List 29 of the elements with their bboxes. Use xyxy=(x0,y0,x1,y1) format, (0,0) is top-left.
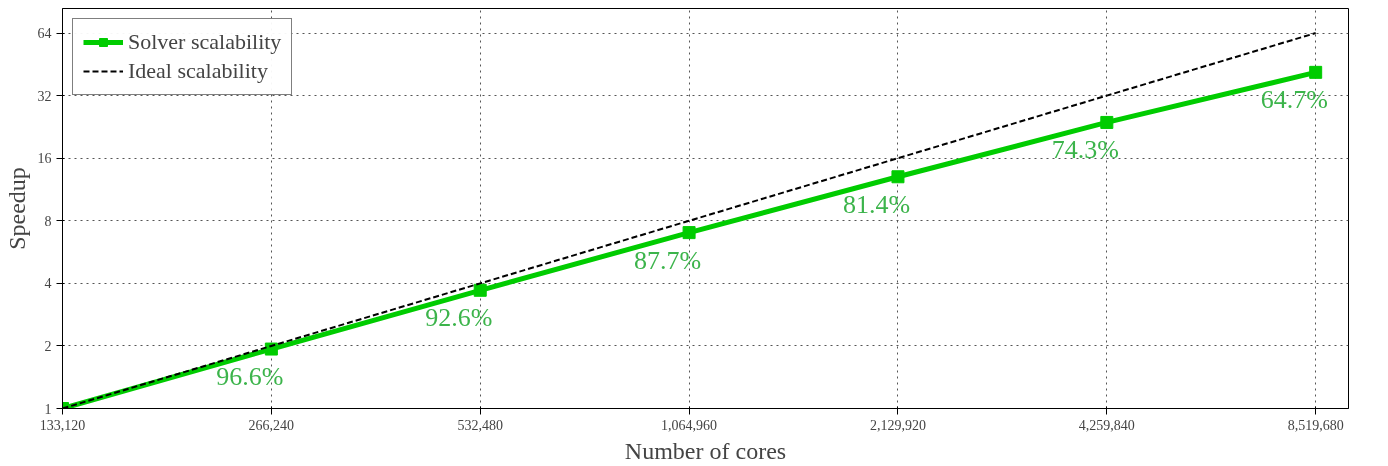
y-tick-label: 64 xyxy=(37,26,52,42)
annotation: 92.6% xyxy=(425,303,493,333)
annotation: 74.3% xyxy=(1051,135,1119,165)
y-tick-label: 16 xyxy=(37,151,52,167)
annotation: 81.4% xyxy=(842,189,911,219)
y-tick-label: 1 xyxy=(44,401,52,417)
y-tick-label: 8 xyxy=(44,213,52,229)
legend-label: Solver scalability xyxy=(128,29,282,55)
y-tick-label: 32 xyxy=(37,88,52,104)
y-axis-title: Speedup xyxy=(3,167,30,250)
x-tick-label: 4,259,840 xyxy=(1078,417,1135,433)
point xyxy=(891,170,905,184)
y-tick-label: 4 xyxy=(44,276,52,292)
x-tick-label: 8,519,680 xyxy=(1287,417,1344,433)
annotation: 87.7% xyxy=(634,245,702,275)
x-tick-label: 1,064,960 xyxy=(661,417,718,433)
x-axis-title: Number of cores xyxy=(624,437,787,464)
x-tick-label: 133,120 xyxy=(39,417,86,433)
legend-label: Ideal scalability xyxy=(128,58,268,84)
x-tick-label: 266,240 xyxy=(248,417,295,433)
annotation: 96.6% xyxy=(216,362,284,392)
annotation: 64.7% xyxy=(1260,85,1328,115)
x-tick-label: 532,480 xyxy=(457,417,503,433)
point xyxy=(1309,65,1323,79)
point xyxy=(1100,115,1114,129)
x-tick-label: 2,129,920 xyxy=(869,417,926,433)
y-tick-label: 2 xyxy=(44,338,52,354)
point xyxy=(682,226,696,240)
point xyxy=(473,283,487,297)
